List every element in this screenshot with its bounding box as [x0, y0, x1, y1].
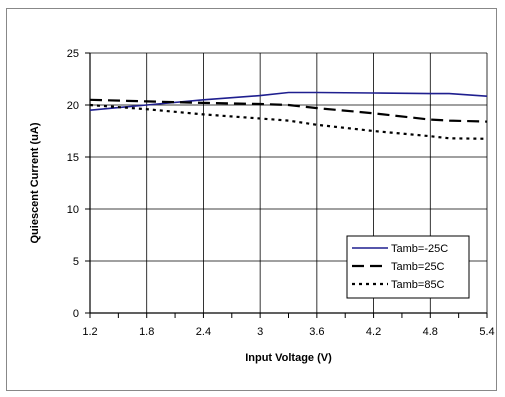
x-axis-title: Input Voltage (V) [245, 352, 332, 364]
x-tick-label: 1.2 [82, 326, 97, 338]
x-tick-label: 4.8 [423, 326, 438, 338]
x-tick-label: 1.8 [139, 326, 154, 338]
legend-box [346, 235, 470, 299]
x-tick-label: 3.6 [309, 326, 324, 338]
x-tick-label: 2.4 [196, 326, 211, 338]
y-tick-label: 0 [73, 308, 79, 320]
series-lines [89, 91, 488, 140]
x-tick-label: 4.2 [366, 326, 381, 338]
chart-frame [6, 8, 497, 391]
y-tick-label: 20 [67, 100, 79, 112]
y-tick-label: 25 [67, 48, 79, 60]
legend-label-1: Tamb=-25C [391, 243, 448, 255]
y-axis-title: Quiescent Current (uA) [29, 122, 41, 243]
axes: 1.2 1.8 2.4 3 3.6 4.2 4.8 5.4 0 5 10 15 20 25 [67, 48, 495, 338]
x-tick-label: 3 [257, 326, 263, 338]
series-line-1 [89, 91, 488, 111]
y-tick-label: 15 [67, 152, 79, 164]
y-tick-label: 10 [67, 204, 79, 216]
series-line-3 [89, 103, 488, 140]
legend: Tamb=-25C Tamb=25C Tamb=85C [346, 235, 470, 299]
x-tick-label: 5.4 [479, 326, 494, 338]
legend-label-3: Tamb=85C [391, 279, 445, 291]
y-tick-label: 5 [73, 256, 79, 268]
legend-label-2: Tamb=25C [391, 261, 445, 273]
series-line-2 [89, 98, 488, 123]
